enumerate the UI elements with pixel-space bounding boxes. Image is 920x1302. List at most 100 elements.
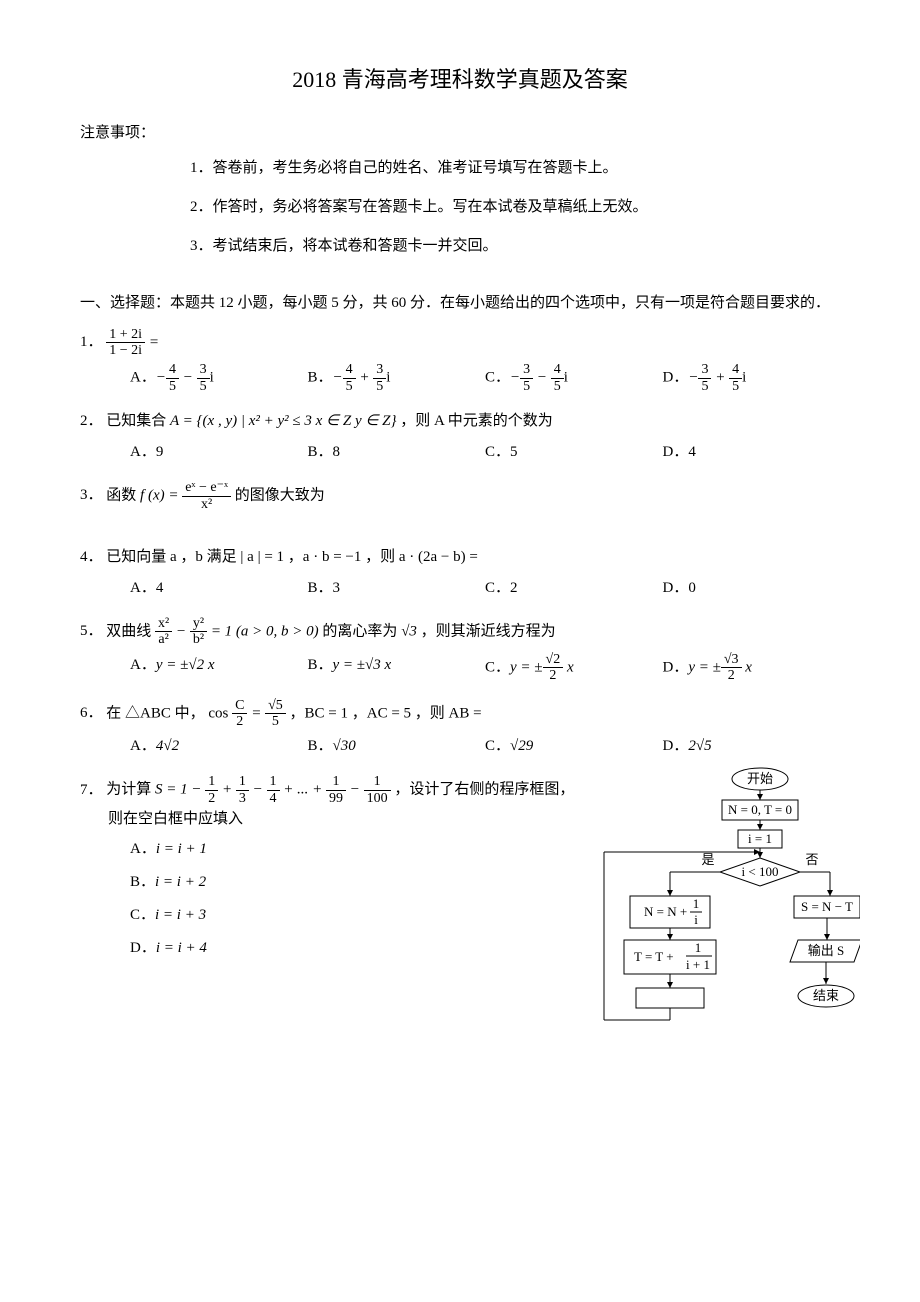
q7-num: 7．: [80, 777, 103, 804]
frac-num: 1: [326, 774, 346, 790]
frac-num: 1: [236, 774, 249, 790]
opt-label: D．: [663, 659, 689, 675]
q3-graph-placeholder: [80, 512, 840, 530]
q4-opt-a: A．4: [130, 575, 308, 602]
frac-num: y²: [190, 616, 207, 632]
flow-init: N = 0, T = 0: [728, 802, 792, 817]
notice-3: 3．考试结束后，将本试卷和答题卡一并交回。: [190, 233, 840, 260]
opt-text: i = i + 4: [156, 940, 207, 956]
q5-opt-a: A．y = ±√2 x: [130, 652, 308, 684]
flow-scalc: S = N − T: [801, 899, 853, 914]
frac-num: √5: [265, 698, 286, 714]
q1-opt-b: B．−45 + 35i: [308, 362, 486, 394]
opt-text: x: [742, 659, 752, 675]
question-4: 4． 已知向量 a ，b 满足 | a | = 1 ，a · b = −1 ，则…: [80, 544, 840, 602]
q2-pre: 已知集合: [106, 413, 170, 429]
q5-sqrt3: √3: [401, 623, 417, 639]
q6-opt-c: C．√29: [485, 733, 663, 760]
opt-label: A．: [130, 738, 156, 754]
flow-nstep-pre: N = N +: [644, 904, 687, 919]
q6-opt-d: D．2√5: [663, 733, 841, 760]
q4-text: 已知向量 a ，b 满足 | a | = 1 ，a · b = −1 ，则 a …: [106, 549, 478, 565]
opt-text: y = ±: [688, 659, 721, 675]
opt-label: B．: [308, 370, 333, 386]
question-2: 2． 已知集合 A = {(x , y) | x² + y² ≤ 3 x ∈ Z…: [80, 408, 840, 466]
opt-label: B．: [308, 657, 333, 673]
flow-tstep-pre: T = T +: [634, 949, 674, 964]
q5-mid: = 1 (a > 0, b > 0): [211, 623, 323, 639]
question-5: 5． 双曲线 x²a² − y²b² = 1 (a > 0, b > 0) 的离…: [80, 616, 840, 684]
question-6: 6． 在 △ABC 中， cos C2 = √55 ，BC = 1 ，AC = …: [80, 698, 840, 761]
q6-pre: 在 △ABC 中，: [106, 705, 204, 721]
opt-label: B．: [130, 874, 155, 890]
q6-eq: =: [251, 705, 265, 721]
opt-text: 2√5: [688, 738, 711, 754]
frac-num: 1: [267, 774, 280, 790]
opt-text: y = ±√2 x: [156, 657, 215, 673]
q1-fraction: 1 + 2i 1 − 2i: [106, 327, 145, 359]
frac-num: C: [232, 698, 247, 714]
q6-opt-b: B．√30: [308, 733, 486, 760]
q4-opt-d: D．0: [663, 575, 841, 602]
frac-den: 2: [205, 791, 218, 806]
flow-cond: i < 100: [742, 864, 779, 879]
q3-pre: 函数: [106, 487, 140, 503]
opt-label: C．: [485, 738, 510, 754]
frac-den: 2: [543, 668, 564, 683]
q3-fx: f (x) =: [140, 487, 182, 503]
q5-opt-c: C．y = ±√22 x: [485, 652, 663, 684]
notice-1: 1．答卷前，考生务必将自己的姓名、准考证号填写在答题卡上。: [190, 155, 840, 182]
frac-num: 1: [364, 774, 391, 790]
q3-frac-num: eˣ − e⁻ˣ: [182, 480, 231, 496]
flow-yes-label: 是: [701, 852, 714, 867]
q7-p: −: [350, 782, 364, 798]
opt-label: C．: [130, 907, 155, 923]
q2-opt-d: D．4: [663, 439, 841, 466]
question-1: 1． 1 + 2i 1 − 2i = A．−45 − 35i B．−45 + 3…: [80, 327, 840, 395]
q7-post: ，设计了右侧的程序框图，: [394, 782, 574, 798]
q2-opt-c: C．5: [485, 439, 663, 466]
frac-num: 1: [205, 774, 218, 790]
frac-den: 4: [267, 791, 280, 806]
opt-label: D．: [130, 940, 156, 956]
q6-opt-a: A．4√2: [130, 733, 308, 760]
q3-frac-den: x²: [182, 497, 231, 512]
q1-opt-a: A．−45 − 35i: [130, 362, 308, 394]
flow-end: 结束: [813, 988, 839, 1003]
opt-label: A．: [130, 370, 156, 386]
q6-mid: ，BC = 1 ，AC = 5 ，则 AB =: [290, 705, 482, 721]
q2-opt-b: B．8: [308, 439, 486, 466]
q1-eq: =: [149, 334, 159, 350]
frac-num: √2: [543, 652, 564, 668]
flow-out: 输出 S: [808, 943, 844, 958]
q5-post2: ，则其渐近线方程为: [421, 623, 556, 639]
frac-den: 2: [232, 714, 247, 729]
q7-pre: 为计算: [106, 782, 155, 798]
q4-opt-b: B．3: [308, 575, 486, 602]
frac-den: 5: [265, 714, 286, 729]
opt-text: 4√2: [156, 738, 179, 754]
q5-num: 5．: [80, 618, 103, 645]
flow-start: 开始: [747, 771, 773, 786]
frac-den: 3: [236, 791, 249, 806]
q2-opt-a: A．9: [130, 439, 308, 466]
opt-text: x: [563, 659, 573, 675]
section-1-heading: 一、选择题：本题共 12 小题，每小题 5 分，共 60 分．在每小题给出的四个…: [80, 290, 840, 317]
q1-frac-num: 1 + 2i: [106, 327, 145, 343]
question-3: 3． 函数 f (x) = eˣ − e⁻ˣ x² 的图像大致为: [80, 480, 840, 530]
flow-nstep-num: 1: [693, 896, 700, 911]
frac-den: b²: [190, 632, 207, 647]
q4-opt-c: C．2: [485, 575, 663, 602]
q1-num: 1．: [80, 329, 103, 356]
q1-opt-c: C．−35 − 45i: [485, 362, 663, 394]
flow-nstep-den: i: [694, 912, 698, 927]
flowchart: 开始 N = 0, T = 0 i = 1 i < 100 是 否 N = N …: [590, 764, 860, 1074]
opt-text: i = i + 3: [155, 907, 206, 923]
q7-p: −: [253, 782, 267, 798]
flow-i1: i = 1: [748, 831, 772, 846]
q5-opt-b: B．y = ±√3 x: [308, 652, 486, 684]
frac-num: x²: [155, 616, 172, 632]
opt-text: y = ±√3 x: [333, 657, 392, 673]
opt-label: B．: [308, 738, 333, 754]
opt-text: i = i + 2: [155, 874, 206, 890]
